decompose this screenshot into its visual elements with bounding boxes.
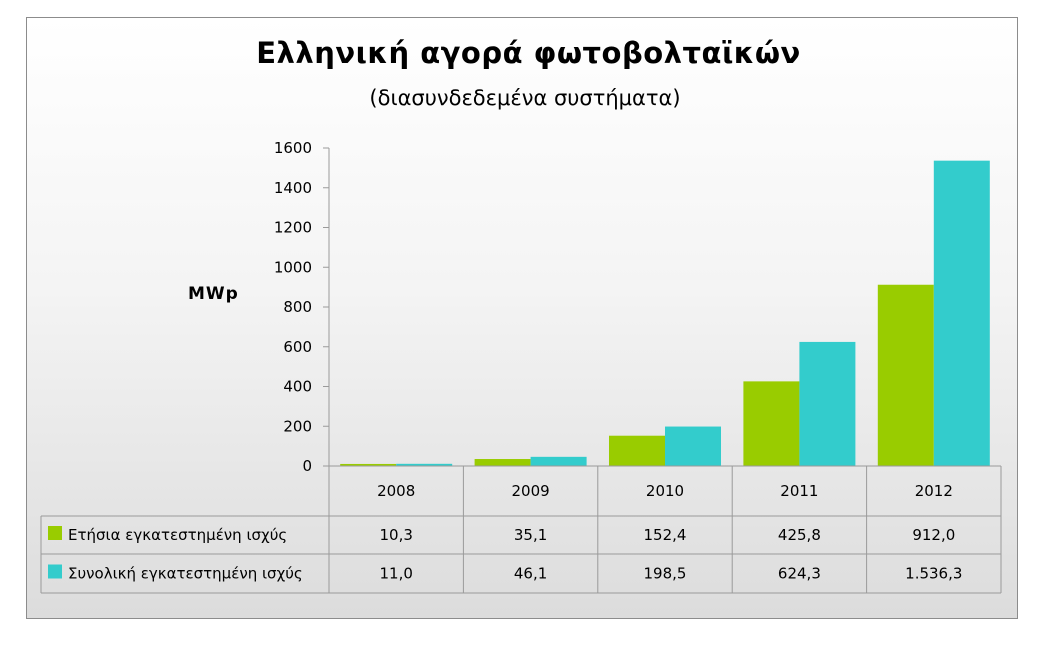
category-label: 2012 (915, 482, 953, 500)
y-tick-label: 400 (283, 378, 312, 396)
category-label: 2009 (512, 482, 550, 500)
legend-swatch-2 (48, 564, 62, 579)
data-label: 425,8 (778, 526, 821, 544)
chart-title: Ελληνική αγορά φωτοβολταϊκών (256, 36, 801, 70)
data-label: 35,1 (514, 526, 547, 544)
y-tick-label: 1400 (274, 179, 312, 197)
y-axis-label: MWp (188, 284, 239, 304)
bar-1-2009 (474, 459, 531, 466)
bar-1-2011 (743, 381, 800, 466)
legend-label-1: Ετήσια εγκατεστημένη ισχύς (68, 526, 287, 544)
category-label: 2008 (377, 482, 415, 500)
legend-label-2: Συνολική εγκατεστημένη ισχύς (68, 565, 303, 583)
y-tick-label: 600 (283, 338, 312, 356)
bar-2-2011 (799, 341, 856, 466)
data-label: 11,0 (379, 565, 412, 583)
y-tick-label: 1600 (274, 139, 312, 157)
bar-2-2010 (665, 426, 721, 466)
data-label: 624,3 (778, 565, 821, 583)
y-tick-label: 1200 (274, 219, 312, 237)
y-tick-label: 800 (283, 298, 312, 316)
bar-2-2012 (933, 160, 990, 466)
chart-subtitle: (διασυνδεδεμένα συστήματα) (369, 86, 681, 110)
bar-1-2008 (340, 463, 397, 466)
data-label: 46,1 (514, 565, 547, 583)
chart-frame (26, 17, 1018, 619)
y-tick-label: 200 (283, 417, 312, 435)
data-label: 198,5 (644, 565, 687, 583)
y-tick-label: 0 (302, 457, 312, 475)
legend-swatch-1 (48, 526, 62, 540)
data-label: 10,3 (379, 526, 412, 544)
data-label: 152,4 (644, 526, 687, 544)
data-label: 912,0 (912, 526, 955, 544)
bar-1-2012 (877, 284, 934, 466)
data-label: 1.536,3 (905, 565, 962, 583)
bar-2-2008 (396, 463, 453, 466)
category-label: 2011 (780, 482, 818, 500)
bar-1-2010 (609, 435, 665, 466)
bar-2-2009 (530, 456, 587, 466)
category-label: 2010 (646, 482, 684, 500)
y-tick-label: 1000 (274, 258, 312, 276)
